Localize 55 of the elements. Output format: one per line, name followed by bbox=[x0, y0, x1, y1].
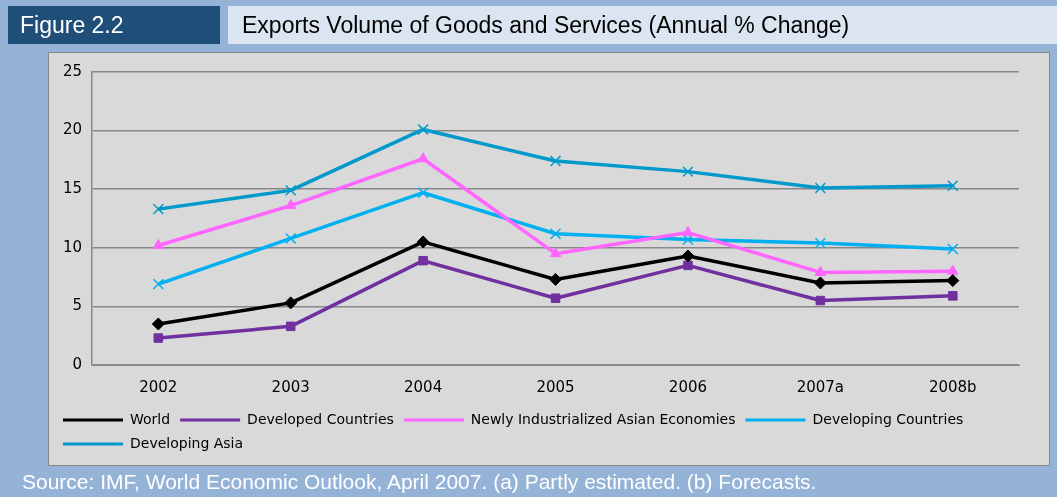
point bbox=[549, 228, 562, 240]
y-tick-label: 5 bbox=[72, 296, 83, 315]
point bbox=[947, 264, 959, 275]
point bbox=[682, 165, 694, 178]
x-tick-label: 2004 bbox=[404, 377, 443, 396]
y-tick-label: 0 bbox=[72, 354, 83, 373]
point bbox=[152, 238, 164, 249]
point bbox=[152, 203, 164, 215]
point bbox=[549, 272, 563, 286]
point bbox=[683, 260, 693, 271]
y-tick-label: 25 bbox=[62, 61, 83, 80]
y-tick-label: 15 bbox=[62, 179, 83, 198]
point bbox=[947, 243, 959, 255]
point bbox=[417, 152, 429, 163]
point bbox=[152, 278, 164, 290]
point bbox=[814, 265, 827, 276]
point bbox=[550, 293, 561, 303]
legend-label: World bbox=[130, 410, 171, 427]
point bbox=[417, 123, 429, 136]
x-tick-label: 2005 bbox=[536, 377, 575, 396]
point bbox=[549, 155, 562, 167]
point bbox=[815, 295, 826, 306]
caption: Figure 2.2 bbox=[8, 6, 220, 44]
y-tick-label: 20 bbox=[62, 120, 83, 139]
x-tick-label: 2008b bbox=[928, 377, 977, 396]
x-tick-label: 2002 bbox=[139, 377, 178, 396]
point bbox=[417, 187, 429, 199]
legend-label: Newly Industrialized Asian Economies bbox=[470, 410, 736, 427]
point bbox=[946, 274, 960, 288]
legend-label: Developed Countries bbox=[247, 410, 394, 427]
y-tick-label: 10 bbox=[62, 237, 83, 256]
point bbox=[416, 235, 430, 249]
point bbox=[947, 179, 959, 192]
point bbox=[813, 276, 827, 290]
point bbox=[151, 317, 165, 331]
x-tick-label: 2007a bbox=[796, 377, 845, 396]
x-tick-label: 2006 bbox=[668, 377, 708, 396]
point bbox=[284, 296, 298, 310]
point bbox=[814, 182, 827, 194]
point bbox=[682, 226, 694, 237]
legend-label: Developing Asia bbox=[130, 434, 244, 451]
chart-title: Exports Volume of Goods and Services (Annual % Change) bbox=[228, 6, 1057, 44]
source-note: Source: IMF, World Economic Outlook, April 2007. (a) Partly estimated. (b) Forecasts. bbox=[22, 470, 817, 494]
point bbox=[153, 333, 164, 343]
point bbox=[814, 237, 827, 249]
point bbox=[285, 199, 297, 210]
x-tick-label: 2003 bbox=[271, 377, 310, 396]
legend-label: Developing Countries bbox=[812, 410, 964, 427]
point bbox=[948, 291, 958, 301]
point bbox=[681, 249, 695, 263]
point bbox=[285, 321, 296, 332]
point bbox=[285, 184, 297, 197]
point bbox=[549, 247, 562, 258]
point bbox=[418, 255, 428, 266]
point bbox=[285, 232, 297, 245]
